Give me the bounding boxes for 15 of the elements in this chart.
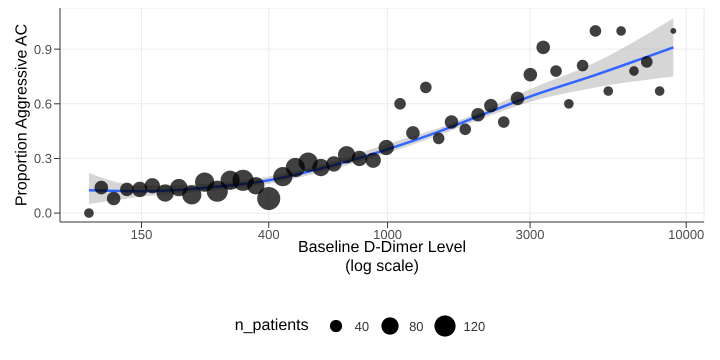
x-axis-title: Baseline D-Dimer Level (log scale) [298, 239, 466, 275]
x-tick-label: 400 [258, 227, 280, 242]
x-tick-label: 10000 [668, 227, 704, 242]
legend-label: 80 [408, 318, 424, 336]
size-legend: n_patients 40 80 120 [8, 306, 712, 346]
y-tick-label: 0.6 [34, 96, 52, 112]
legend-label: 40 [354, 318, 370, 336]
legend-title: n_patients [234, 317, 309, 335]
y-tick-label: 0.0 [34, 206, 52, 221]
x-tick-label: 150 [130, 227, 152, 242]
x-tick-label: 3000 [516, 227, 545, 242]
y-axis-title: Proportion Aggressive AC [14, 24, 30, 206]
y-tick-label: 0.3 [34, 151, 52, 166]
legend-label: 120 [462, 318, 486, 336]
y-tick-label: 0.9 [34, 42, 52, 57]
